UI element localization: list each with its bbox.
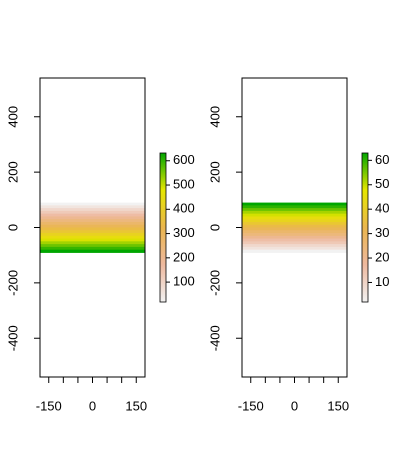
- raster-cell: [40, 202, 145, 206]
- colorbar-tick-label: 300: [173, 225, 195, 240]
- colorbar-tick-label: 500: [173, 176, 195, 191]
- colorbar-tick-label: 400: [173, 201, 195, 216]
- raster-cell: [40, 210, 145, 215]
- raster-cell: [242, 233, 347, 237]
- x-tick-label: 0: [89, 398, 96, 413]
- raster-cell: [40, 241, 145, 245]
- raster-cell: [242, 216, 347, 220]
- raster-cell: [242, 249, 347, 253]
- raster-cell: [242, 246, 347, 251]
- raster-cell: [242, 238, 347, 242]
- raster-cell: [242, 235, 347, 240]
- raster-cell: [40, 235, 145, 240]
- colorbar-tick-label: 100: [173, 274, 195, 289]
- raster-cell: [242, 224, 347, 228]
- colorbar-tick-label: 600: [173, 152, 195, 167]
- colorbar-tick-label: 50: [375, 176, 389, 191]
- y-tick-label: 400: [207, 106, 222, 128]
- raster-cell: [40, 224, 145, 228]
- y-tick-label: 200: [5, 161, 20, 183]
- x-tick-label: 0: [291, 398, 298, 413]
- raster-cell: [242, 208, 347, 212]
- raster-cell: [40, 205, 145, 209]
- raster-cell: [40, 244, 145, 248]
- raster-cell: [40, 221, 145, 226]
- y-tick-label: -400: [5, 325, 20, 351]
- raster-cell: [242, 230, 347, 234]
- raster-cell: [40, 213, 145, 217]
- raster-cell: [40, 219, 145, 223]
- raster-cell: [242, 244, 347, 248]
- colorbar-tick-label: 10: [375, 274, 389, 289]
- colorbar-tick-label: 60: [375, 152, 389, 167]
- raster-cell: [40, 208, 145, 212]
- raster-cell: [242, 241, 347, 245]
- raster-cell: [40, 216, 145, 220]
- raster-cell: [242, 227, 347, 231]
- x-tick-label: -150: [36, 398, 62, 413]
- x-tick-label: -150: [238, 398, 264, 413]
- raster-cell: [40, 238, 145, 242]
- y-tick-label: -200: [5, 270, 20, 296]
- raster-cell: [40, 246, 145, 251]
- x-tick-label: 150: [125, 398, 147, 413]
- y-tick-label: 400: [5, 106, 20, 128]
- colorbar-tick-label: 20: [375, 249, 389, 264]
- raster-cell: [242, 213, 347, 217]
- raster-cell: [242, 221, 347, 226]
- y-tick-label: 0: [5, 224, 20, 231]
- colorbar-tick-label: 200: [173, 249, 195, 264]
- raster-cell: [40, 249, 145, 253]
- raster-cell: [40, 227, 145, 231]
- y-tick-label: -200: [207, 270, 222, 296]
- raster-cell: [242, 202, 347, 206]
- colorbar-tick-label: 30: [375, 225, 389, 240]
- colorbar: [361, 152, 369, 303]
- colorbar-tick-label: 40: [375, 201, 389, 216]
- raster-cell: [242, 210, 347, 215]
- y-tick-label: 200: [207, 161, 222, 183]
- x-tick-label: 150: [327, 398, 349, 413]
- raster-cell: [242, 219, 347, 223]
- y-tick-label: 0: [207, 224, 222, 231]
- raster-cell: [40, 230, 145, 234]
- y-tick-label: -400: [207, 325, 222, 351]
- raster-cell: [40, 233, 145, 237]
- colorbar: [159, 152, 167, 303]
- raster-cell: [242, 205, 347, 209]
